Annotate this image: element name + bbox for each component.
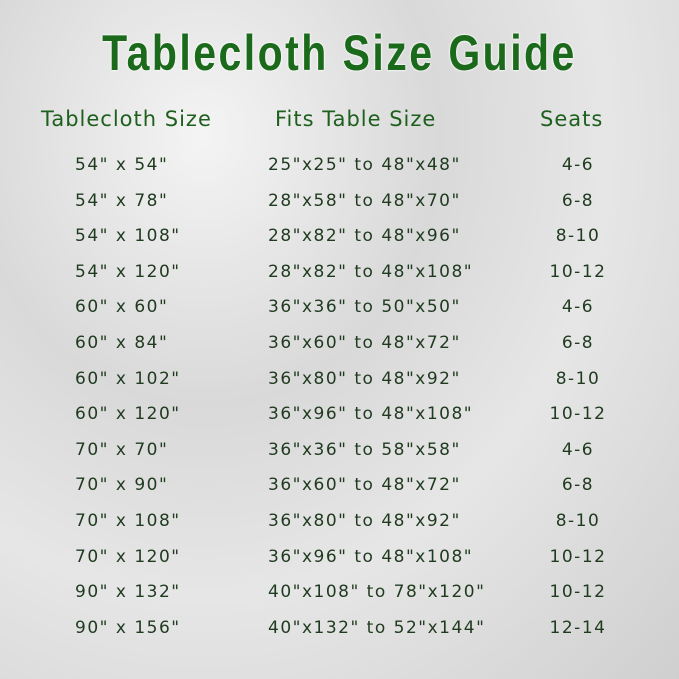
- cell-tablecloth-size: 54" x 78": [75, 190, 169, 211]
- cell-seats: 6-8: [561, 190, 595, 211]
- cell-fits-table-size: 28"x58" to 48"x70": [268, 190, 461, 211]
- cell-seats: 6-8: [561, 475, 595, 496]
- cell-seats: 4-6: [561, 439, 595, 460]
- cell-fits-table-size: 25"x25" to 48"x48": [268, 155, 461, 175]
- cell-fits-table-size: 36"x80" to 48"x92": [268, 368, 461, 389]
- cell-seats: 10-12: [549, 261, 607, 282]
- table-row: 60" x 60" 36"x36" to 50"x50" 4-6: [0, 297, 679, 327]
- cell-tablecloth-size: 60" x 60": [75, 297, 169, 318]
- header-seats: Seats: [540, 107, 604, 131]
- cell-fits-table-size: 36"x36" to 50"x50": [268, 297, 461, 318]
- cell-fits-table-size: 40"x132" to 52"x144": [268, 617, 486, 638]
- cell-seats: 12-14: [549, 617, 607, 638]
- cell-fits-table-size: 36"x96" to 48"x108": [268, 546, 474, 567]
- cell-tablecloth-size: 60" x 102": [75, 368, 181, 389]
- cell-tablecloth-size: 90" x 132": [75, 582, 181, 603]
- table-row: 90" x 132" 40"x108" to 78"x120" 10-12: [0, 582, 679, 612]
- cell-tablecloth-size: 70" x 108": [75, 511, 181, 531]
- cell-seats: 4-6: [561, 297, 595, 318]
- table-row: 60" x 84" 36"x60" to 48"x72" 6-8: [0, 333, 679, 363]
- cell-tablecloth-size: 70" x 70": [75, 439, 169, 460]
- cell-seats: 10-12: [549, 404, 607, 425]
- cell-fits-table-size: 28"x82" to 48"x108": [268, 261, 474, 282]
- table-row: 54" x 54" 25"x25" to 48"x48" 4-6: [0, 155, 679, 185]
- cell-fits-table-size: 36"x60" to 48"x72": [268, 475, 461, 496]
- cell-tablecloth-size: 70" x 90": [75, 475, 169, 496]
- cell-fits-table-size: 36"x80" to 48"x92": [268, 511, 461, 531]
- cell-tablecloth-size: 70" x 120": [75, 546, 181, 567]
- table-row: 54" x 108" 28"x82" to 48"x96" 8-10: [0, 226, 679, 256]
- cell-seats: 6-8: [561, 333, 595, 353]
- cell-seats: 10-12: [549, 582, 607, 603]
- cell-tablecloth-size: 54" x 108": [75, 226, 181, 247]
- cell-tablecloth-size: 54" x 120": [75, 261, 181, 282]
- header-fits-table-size: Fits Table Size: [275, 107, 437, 131]
- table-row: 54" x 78" 28"x58" to 48"x70" 6-8: [0, 191, 679, 221]
- cell-seats: 8-10: [555, 368, 601, 389]
- cell-fits-table-size: 40"x108" to 78"x120": [268, 582, 486, 603]
- cell-seats: 8-10: [555, 226, 601, 247]
- table-row: 90" x 156" 40"x132" to 52"x144" 12-14: [0, 618, 679, 648]
- cell-tablecloth-size: 90" x 156": [75, 617, 181, 638]
- cell-fits-table-size: 36"x60" to 48"x72": [268, 333, 461, 353]
- cell-seats: 10-12: [549, 546, 607, 567]
- cell-tablecloth-size: 60" x 120": [75, 404, 181, 425]
- table-row: 60" x 102" 36"x80" to 48"x92" 8-10: [0, 369, 679, 399]
- table-row: 60" x 120" 36"x96" to 48"x108" 10-12: [0, 404, 679, 434]
- page-title: Tablecloth Size Guide: [102, 25, 577, 81]
- cell-seats: 4-6: [561, 155, 595, 175]
- cell-fits-table-size: 28"x82" to 48"x96": [268, 226, 461, 247]
- table-row: 54" x 120" 28"x82" to 48"x108" 10-12: [0, 262, 679, 292]
- cell-tablecloth-size: 54" x 54": [75, 155, 169, 175]
- header-tablecloth-size: Tablecloth Size: [41, 107, 212, 131]
- cell-fits-table-size: 36"x36" to 58"x58": [268, 439, 461, 460]
- cell-fits-table-size: 36"x96" to 48"x108": [268, 404, 474, 425]
- cell-seats: 8-10: [555, 511, 601, 531]
- cell-tablecloth-size: 60" x 84": [75, 333, 169, 353]
- table-row: 70" x 120" 36"x96" to 48"x108" 10-12: [0, 547, 679, 577]
- table-row: 70" x 70" 36"x36" to 58"x58" 4-6: [0, 440, 679, 470]
- table-row: 70" x 108" 36"x80" to 48"x92" 8-10: [0, 511, 679, 541]
- table-row: 70" x 90" 36"x60" to 48"x72" 6-8: [0, 475, 679, 505]
